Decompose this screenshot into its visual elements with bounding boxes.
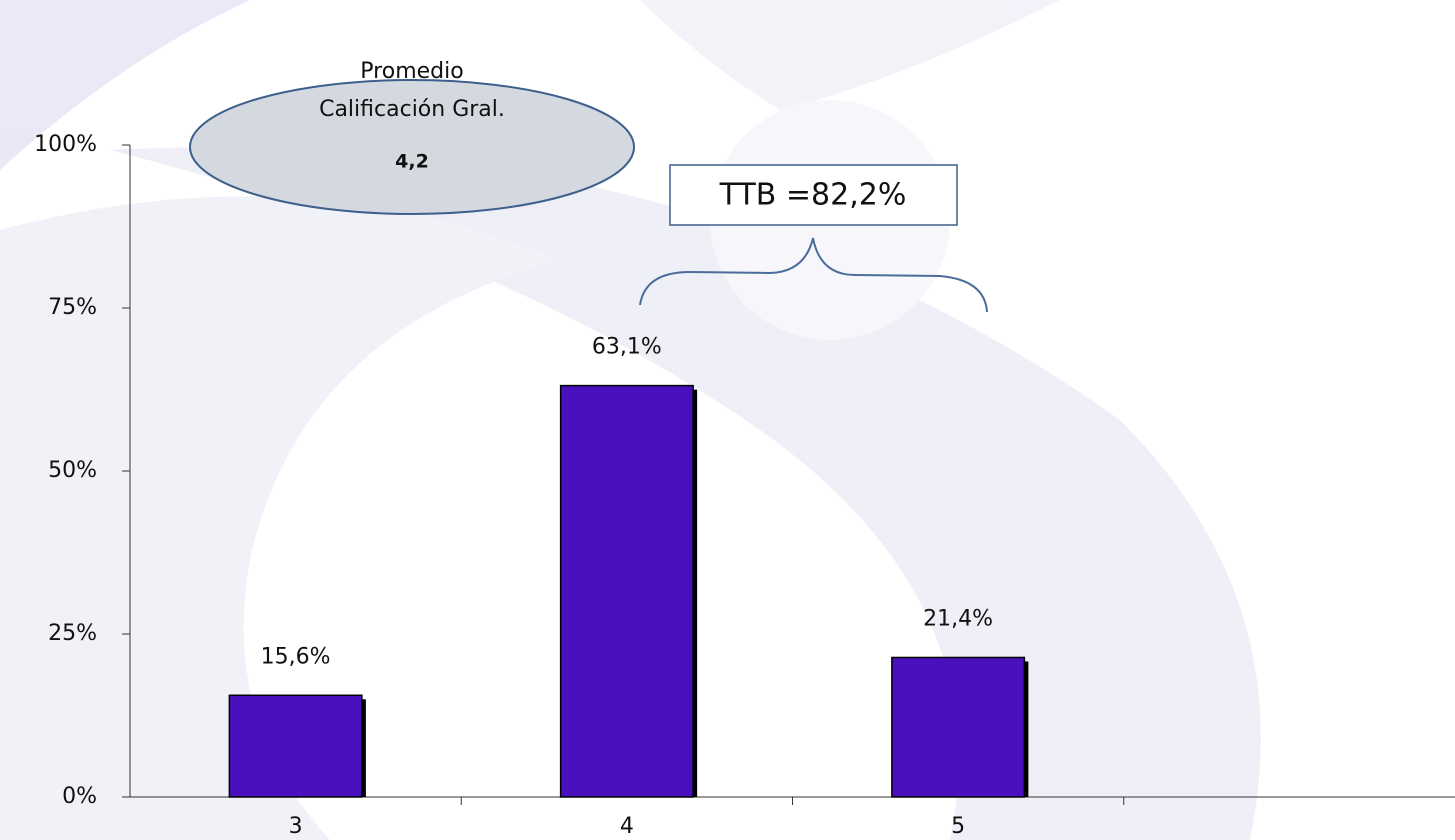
background-swoosh (640, 0, 1060, 110)
data-label: 21,4% (923, 606, 993, 631)
y-tick-label: 100% (34, 132, 97, 157)
ttb-label: TTB =82,2% (719, 178, 907, 213)
x-tick-label: 5 (951, 814, 965, 839)
average-title: Promedio (360, 59, 463, 84)
chart: Promedio Calificación Gral. 4,2 TTB =82,… (0, 0, 1455, 840)
bar (892, 657, 1025, 797)
data-label: 63,1% (592, 335, 662, 360)
y-tick-label: 75% (48, 295, 97, 320)
x-tick-label: 4 (620, 814, 634, 839)
average-value: 4,2 (395, 151, 429, 173)
data-label: 15,6% (261, 644, 331, 669)
average-subtitle: Calificación Gral. (319, 97, 505, 122)
y-tick-label: 25% (48, 621, 97, 646)
bar (561, 386, 694, 797)
bar (229, 695, 362, 797)
x-tick-label: 3 (289, 814, 303, 839)
y-tick-label: 50% (48, 458, 97, 483)
y-tick-label: 0% (62, 784, 97, 809)
